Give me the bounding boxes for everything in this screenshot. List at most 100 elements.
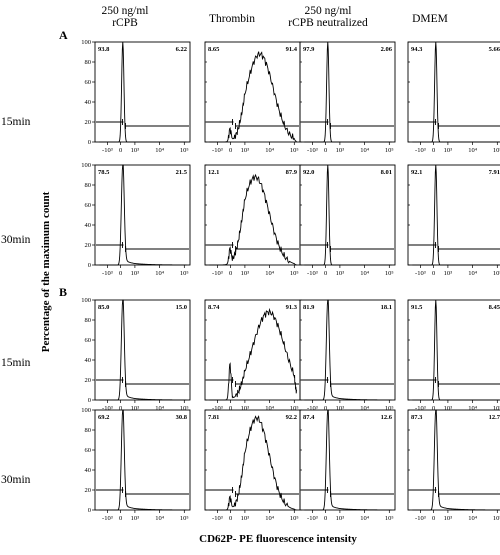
- panel-frame: [408, 165, 500, 265]
- y-tick-label: 100: [81, 39, 91, 46]
- x-tick-label: 0: [119, 270, 122, 277]
- x-tick-label: 10⁵: [290, 515, 299, 522]
- x-tick-label: 10⁵: [385, 515, 394, 522]
- gate-percent-positive: 12.6: [381, 414, 393, 421]
- x-tick-label: 10⁵: [180, 270, 189, 277]
- x-tick-label: 10⁵: [290, 270, 299, 277]
- x-tick-label: 10³: [444, 515, 453, 522]
- x-tick-label: 10³: [241, 270, 250, 277]
- gate-percent-negative: 94.3: [411, 46, 423, 53]
- gate-percent-positive: 18.1: [381, 304, 392, 311]
- row-label: 30min: [1, 474, 31, 486]
- x-tick-label: 10⁴: [155, 515, 165, 522]
- histogram-curve: [209, 52, 296, 142]
- x-tick-label: 10⁴: [468, 515, 478, 522]
- panel-frame: [205, 165, 300, 265]
- gate-percent-positive: 21.5: [176, 169, 188, 176]
- histogram-curve: [99, 410, 186, 510]
- histogram-curve: [304, 410, 391, 510]
- x-tick-label: 10³: [444, 147, 453, 154]
- section-label-b: B: [59, 285, 67, 299]
- panel-frame: [205, 410, 300, 510]
- x-tick-label: 0: [119, 147, 122, 154]
- gate-negative: [409, 242, 437, 248]
- gate-percent-negative: 92.0: [303, 169, 314, 176]
- x-tick-label: 10⁵: [180, 147, 189, 154]
- gate-negative: [301, 487, 329, 493]
- panel-frame: [300, 300, 395, 400]
- histogram-curve: [412, 410, 499, 510]
- x-tick-label: 10⁴: [155, 405, 165, 412]
- x-tick-label: 10³: [336, 405, 345, 412]
- gate-percent-positive: 92.2: [286, 414, 297, 421]
- gate-positive: [236, 381, 300, 387]
- x-tick-label: 10⁵: [385, 405, 394, 412]
- histogram-curve: [99, 165, 186, 265]
- x-tick-label: -10³: [212, 515, 223, 522]
- x-tick-label: 0: [432, 515, 435, 522]
- x-tick-label: 0: [229, 515, 232, 522]
- gate-percent-positive: 15.0: [176, 304, 187, 311]
- gate-percent-positive: 2.06: [381, 46, 393, 53]
- gate-positive: [126, 491, 190, 497]
- gate-negative: [301, 377, 329, 383]
- x-tick-label: 0: [324, 147, 327, 154]
- x-tick-label: 10⁴: [265, 515, 275, 522]
- x-tick-label: -10³: [307, 270, 318, 277]
- panel-frame: [408, 42, 500, 142]
- gate-negative: [96, 119, 124, 125]
- y-tick-label: 20: [85, 242, 92, 249]
- x-tick-label: 0: [229, 147, 232, 154]
- gate-positive: [126, 246, 190, 252]
- y-tick-label: 100: [81, 407, 91, 414]
- x-tick-label: 10⁴: [468, 405, 478, 412]
- gate-percent-negative: 92.1: [411, 169, 422, 176]
- gate-percent-negative: 93.8: [98, 46, 110, 53]
- panel-frame: [95, 300, 190, 400]
- gate-positive: [236, 123, 300, 129]
- x-tick-label: 10³: [241, 147, 250, 154]
- x-tick-label: 10³: [131, 147, 140, 154]
- gate-positive: [439, 123, 500, 129]
- x-tick-label: 10⁵: [385, 270, 394, 277]
- gate-positive: [331, 491, 395, 497]
- x-tick-label: 10³: [241, 405, 250, 412]
- gate-percent-negative: 12.1: [208, 169, 219, 176]
- panel-frame: [95, 165, 190, 265]
- gate-percent-negative: 78.5: [98, 169, 110, 176]
- histogram-curve: [412, 42, 499, 142]
- y-tick-label: 20: [85, 119, 92, 126]
- gate-negative: [96, 242, 124, 248]
- gate-percent-negative: 8.74: [208, 304, 220, 311]
- gate-percent-negative: 8.65: [208, 46, 220, 53]
- x-tick-label: 10⁵: [493, 147, 500, 154]
- x-tick-label: 10⁵: [290, 405, 299, 412]
- x-tick-label: 10³: [131, 270, 140, 277]
- x-tick-label: 10⁵: [493, 405, 500, 412]
- panel-frame: [408, 300, 500, 400]
- panel-frame: [95, 42, 190, 142]
- gate-negative: [96, 377, 124, 383]
- x-tick-label: 10⁵: [290, 147, 299, 154]
- x-tick-label: -10³: [212, 270, 223, 277]
- x-tick-label: 0: [229, 405, 232, 412]
- y-tick-label: 20: [85, 377, 92, 384]
- gate-percent-positive: 6.22: [176, 46, 187, 53]
- x-tick-label: 10³: [131, 515, 140, 522]
- column-header-line: rCPB neutralized: [288, 17, 368, 29]
- y-tick-label: 100: [81, 297, 91, 304]
- x-tick-label: 10⁴: [265, 147, 275, 154]
- panel-frame: [95, 410, 190, 510]
- x-tick-label: 0: [324, 515, 327, 522]
- gate-negative: [96, 487, 124, 493]
- x-axis-title: CD62P- PE fluorescence intensity: [199, 533, 357, 545]
- gate-percent-negative: 85.0: [98, 304, 109, 311]
